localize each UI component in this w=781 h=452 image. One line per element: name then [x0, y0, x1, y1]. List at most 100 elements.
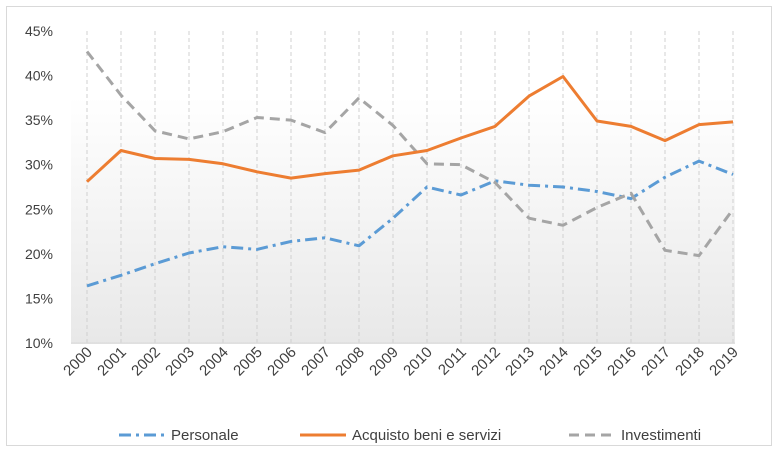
data-point [222, 162, 225, 165]
series-line-acquisto-beni-e-servizi [85, 75, 734, 183]
data-point [188, 137, 191, 140]
line-chart: 10%15%20%25%30%35%40%45% 200020012002200… [25, 23, 742, 444]
data-point [358, 169, 361, 172]
data-point [596, 190, 599, 193]
y-tick-label: 15% [25, 290, 53, 306]
data-point [460, 163, 463, 166]
data-point [392, 154, 395, 157]
data-point [630, 125, 633, 128]
x-tick-label: 2017 [638, 344, 674, 380]
data-point [664, 249, 667, 252]
series-line-investimenti [85, 50, 735, 258]
data-point [698, 254, 701, 257]
x-axis: 2000200120022003200420052006200720082009… [60, 342, 742, 380]
data-point [664, 139, 667, 142]
data-point [426, 186, 429, 189]
x-tick-label: 2012 [468, 344, 504, 380]
x-tick-label: 2002 [128, 344, 164, 380]
legend-label: Personale [171, 427, 239, 444]
x-tick-label: 2001 [94, 344, 130, 380]
data-point [358, 96, 361, 99]
legend-label: Investimenti [621, 427, 701, 444]
data-point [460, 194, 463, 197]
data-point [596, 206, 599, 209]
data-point [460, 136, 463, 139]
x-tick-label: 2008 [332, 344, 368, 380]
data-point [154, 129, 157, 132]
data-point [732, 208, 735, 211]
x-tick-label: 2009 [366, 344, 402, 380]
x-tick-label: 2004 [196, 344, 232, 380]
x-tick-label: 2003 [162, 344, 198, 380]
data-point [732, 173, 735, 176]
data-point [222, 130, 225, 133]
data-point [86, 50, 89, 53]
chart-frame: 10% 15% 20% 25% 30% 35% 40% 45% 2000 2001 2002 200… [6, 6, 772, 446]
data-point [290, 240, 293, 243]
x-tick-label: 2019 [706, 344, 742, 380]
data-point [324, 236, 327, 239]
series-layer [85, 50, 735, 288]
data-point [222, 245, 225, 248]
data-point [290, 119, 293, 122]
y-tick-label: 30% [25, 157, 53, 173]
y-tick-label: 35% [25, 112, 53, 128]
y-tick-label: 45% [25, 23, 53, 39]
data-point [154, 157, 157, 160]
y-tick-label: 40% [25, 68, 53, 84]
data-point [494, 181, 497, 184]
x-tick-label: 2005 [230, 344, 266, 380]
x-tick-label: 2011 [435, 344, 470, 379]
data-point [562, 186, 565, 189]
y-axis: 10% 15% 20% 25% 30% 35% 40% 45% [25, 23, 53, 351]
data-point [154, 262, 157, 265]
data-point [562, 224, 565, 227]
data-point [528, 184, 531, 187]
data-point [120, 149, 123, 152]
data-point [426, 162, 429, 165]
data-point [630, 192, 633, 195]
data-point [528, 217, 531, 220]
y-tick-label: 25% [25, 201, 53, 217]
data-point [120, 94, 123, 97]
data-point [732, 120, 735, 123]
data-point [188, 158, 191, 161]
data-point [324, 172, 327, 175]
data-point [392, 124, 395, 127]
x-tick-label: 2006 [264, 344, 300, 380]
legend-item: Personale [119, 427, 239, 444]
data-point [358, 244, 361, 247]
x-tick-label: 2018 [672, 344, 708, 380]
x-tick-label: 2016 [604, 344, 640, 380]
data-point [664, 176, 667, 179]
x-tick-label: 2014 [536, 344, 572, 380]
data-point [256, 248, 259, 251]
data-point [324, 131, 327, 134]
legend-item: Acquisto beni e servizi [300, 427, 501, 444]
data-point [698, 123, 701, 126]
data-point [256, 116, 259, 119]
x-tick-label: 2000 [60, 344, 96, 380]
legend-item: Investimenti [569, 427, 701, 444]
x-tick-label: 2007 [298, 344, 334, 380]
legend-label: Acquisto beni e servizi [352, 427, 501, 444]
y-tick-label: 20% [25, 246, 53, 262]
y-tick-label: 10% [25, 335, 53, 351]
data-point [120, 274, 123, 277]
data-point [256, 170, 259, 173]
x-tick-label: 2015 [570, 344, 606, 380]
data-point [392, 217, 395, 220]
data-point [596, 120, 599, 123]
data-point [494, 125, 497, 128]
data-point [290, 177, 293, 180]
data-point [698, 160, 701, 163]
data-point [528, 95, 531, 98]
data-point [188, 251, 191, 254]
data-point [426, 149, 429, 152]
x-tick-label: 2013 [502, 344, 538, 380]
legend: Personale Acquisto beni e servizi Investim… [119, 427, 701, 444]
x-tick-label: 2010 [400, 344, 436, 380]
data-point [562, 75, 565, 78]
data-point [86, 180, 89, 183]
data-point [86, 284, 89, 287]
